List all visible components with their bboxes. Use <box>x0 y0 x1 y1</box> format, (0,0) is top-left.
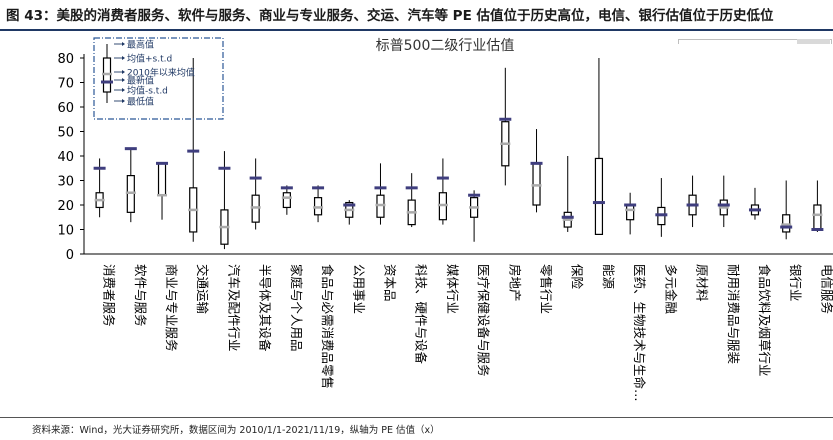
y-tick-label: 50 <box>57 126 74 141</box>
std-box <box>157 162 167 196</box>
category-label: 媒体行业 <box>445 264 460 314</box>
category-label: 房地产 <box>507 264 522 302</box>
legend-arrow-head <box>122 99 125 103</box>
category-label: 耐用消费品与服装 <box>726 264 741 364</box>
boxplot-chart: 标普500二级行业估值 0 10 20 30 40 50 60 70 80 消费者服务 软件与服务 商业… <box>57 37 833 402</box>
box-group <box>655 178 668 237</box>
source-note: 资料来源：Wind，光大证券研究所，数据区间为 2010/1/1-2021/11… <box>32 425 440 436</box>
category-label: 零售行业 <box>539 264 554 314</box>
box-group <box>343 200 356 225</box>
box-group <box>436 158 449 225</box>
legend-entry: 均值+s.t.d <box>127 53 172 65</box>
category-label: 医疗保健设备与服务 <box>476 264 491 377</box>
source-rule <box>0 417 833 418</box>
box-group <box>312 185 325 223</box>
category-label: 保险 <box>570 264 585 290</box>
category-label: 银行业 <box>788 264 803 302</box>
category-label: 医药、生物技术与生命… <box>632 264 647 402</box>
legend-entry: 最高值 <box>127 39 154 51</box>
box-group <box>468 190 481 242</box>
category-label: 科技、硬件与设备 <box>414 264 429 365</box>
box-group <box>686 175 699 228</box>
y-tick-label: 20 <box>57 199 74 214</box>
legend-arrow-head <box>122 70 125 74</box>
category-label: 消费者服务 <box>102 264 117 327</box>
category-label: 公用事业 <box>351 264 366 314</box>
category-label: 食品与必需消费品零售 <box>320 264 335 389</box>
category-label: 家庭与个人用品 <box>289 264 304 352</box>
box-group <box>592 58 605 235</box>
legend-frame-decor <box>678 39 832 44</box>
box-group <box>624 192 637 235</box>
box-group <box>93 158 106 218</box>
category-label: 半导体及其设备 <box>258 264 273 352</box>
box-group <box>561 156 574 232</box>
y-tick-label: 30 <box>57 175 74 190</box>
y-tick-label: 40 <box>57 150 74 165</box>
title-rule <box>0 29 833 31</box>
legend-arrow-head <box>122 78 125 82</box>
box-group <box>811 180 824 232</box>
y-tick-label: 0 <box>66 248 74 263</box>
box-group <box>717 175 730 228</box>
chart-title: 标普500二级行业估值 <box>376 38 515 54</box>
category-label: 多元金融 <box>663 264 678 315</box>
y-tick-label: 10 <box>57 224 74 239</box>
box-group <box>187 58 200 242</box>
box-group <box>405 173 418 228</box>
legend-entry: 均值-s.t.d <box>127 85 168 97</box>
y-tick-label: 80 <box>57 52 74 67</box>
legend-entry: 2010年以来均值 <box>127 67 195 79</box>
std-box <box>282 192 291 209</box>
category-label: 软件与服务 <box>133 264 148 327</box>
box-group <box>374 163 387 225</box>
category-label: 食品饮料及烟草行业 <box>757 264 772 377</box>
category-label: 商业与专业服务 <box>164 264 179 352</box>
legend-border <box>93 37 224 120</box>
std-box <box>594 157 604 235</box>
category-label: 电信服务 <box>819 264 833 314</box>
category-label: 汽车及配件行业 <box>226 264 241 352</box>
box-group <box>280 185 293 215</box>
legend-arrow-head <box>122 42 125 46</box>
legend-entry: 最新值 <box>127 75 154 87</box>
box-group <box>499 67 512 186</box>
y-tick-label: 60 <box>57 101 74 116</box>
legend-frame-fill <box>797 39 830 44</box>
box-group <box>156 161 169 220</box>
std-box <box>813 204 822 231</box>
legend-entry: 最低值 <box>127 96 154 108</box>
y-tick-label: 70 <box>57 77 74 92</box>
box-group <box>124 147 137 223</box>
category-label: 原材料 <box>695 264 710 302</box>
box-group <box>780 180 793 240</box>
box-group <box>748 187 761 220</box>
category-label: 能源 <box>601 264 616 290</box>
box-group <box>249 158 262 230</box>
legend-arrow-head <box>122 88 125 92</box>
std-box <box>626 204 635 221</box>
category-label: 交通运输 <box>195 264 210 315</box>
legend-arrow-head <box>122 56 125 60</box>
figure-title: 图 43：美股的消费者服务、软件与服务、商业与专业服务、交运、汽车等 PE 估值… <box>6 8 774 24</box>
category-label: 资本品 <box>382 264 397 302</box>
box-group <box>218 151 231 250</box>
box-group <box>530 129 543 213</box>
